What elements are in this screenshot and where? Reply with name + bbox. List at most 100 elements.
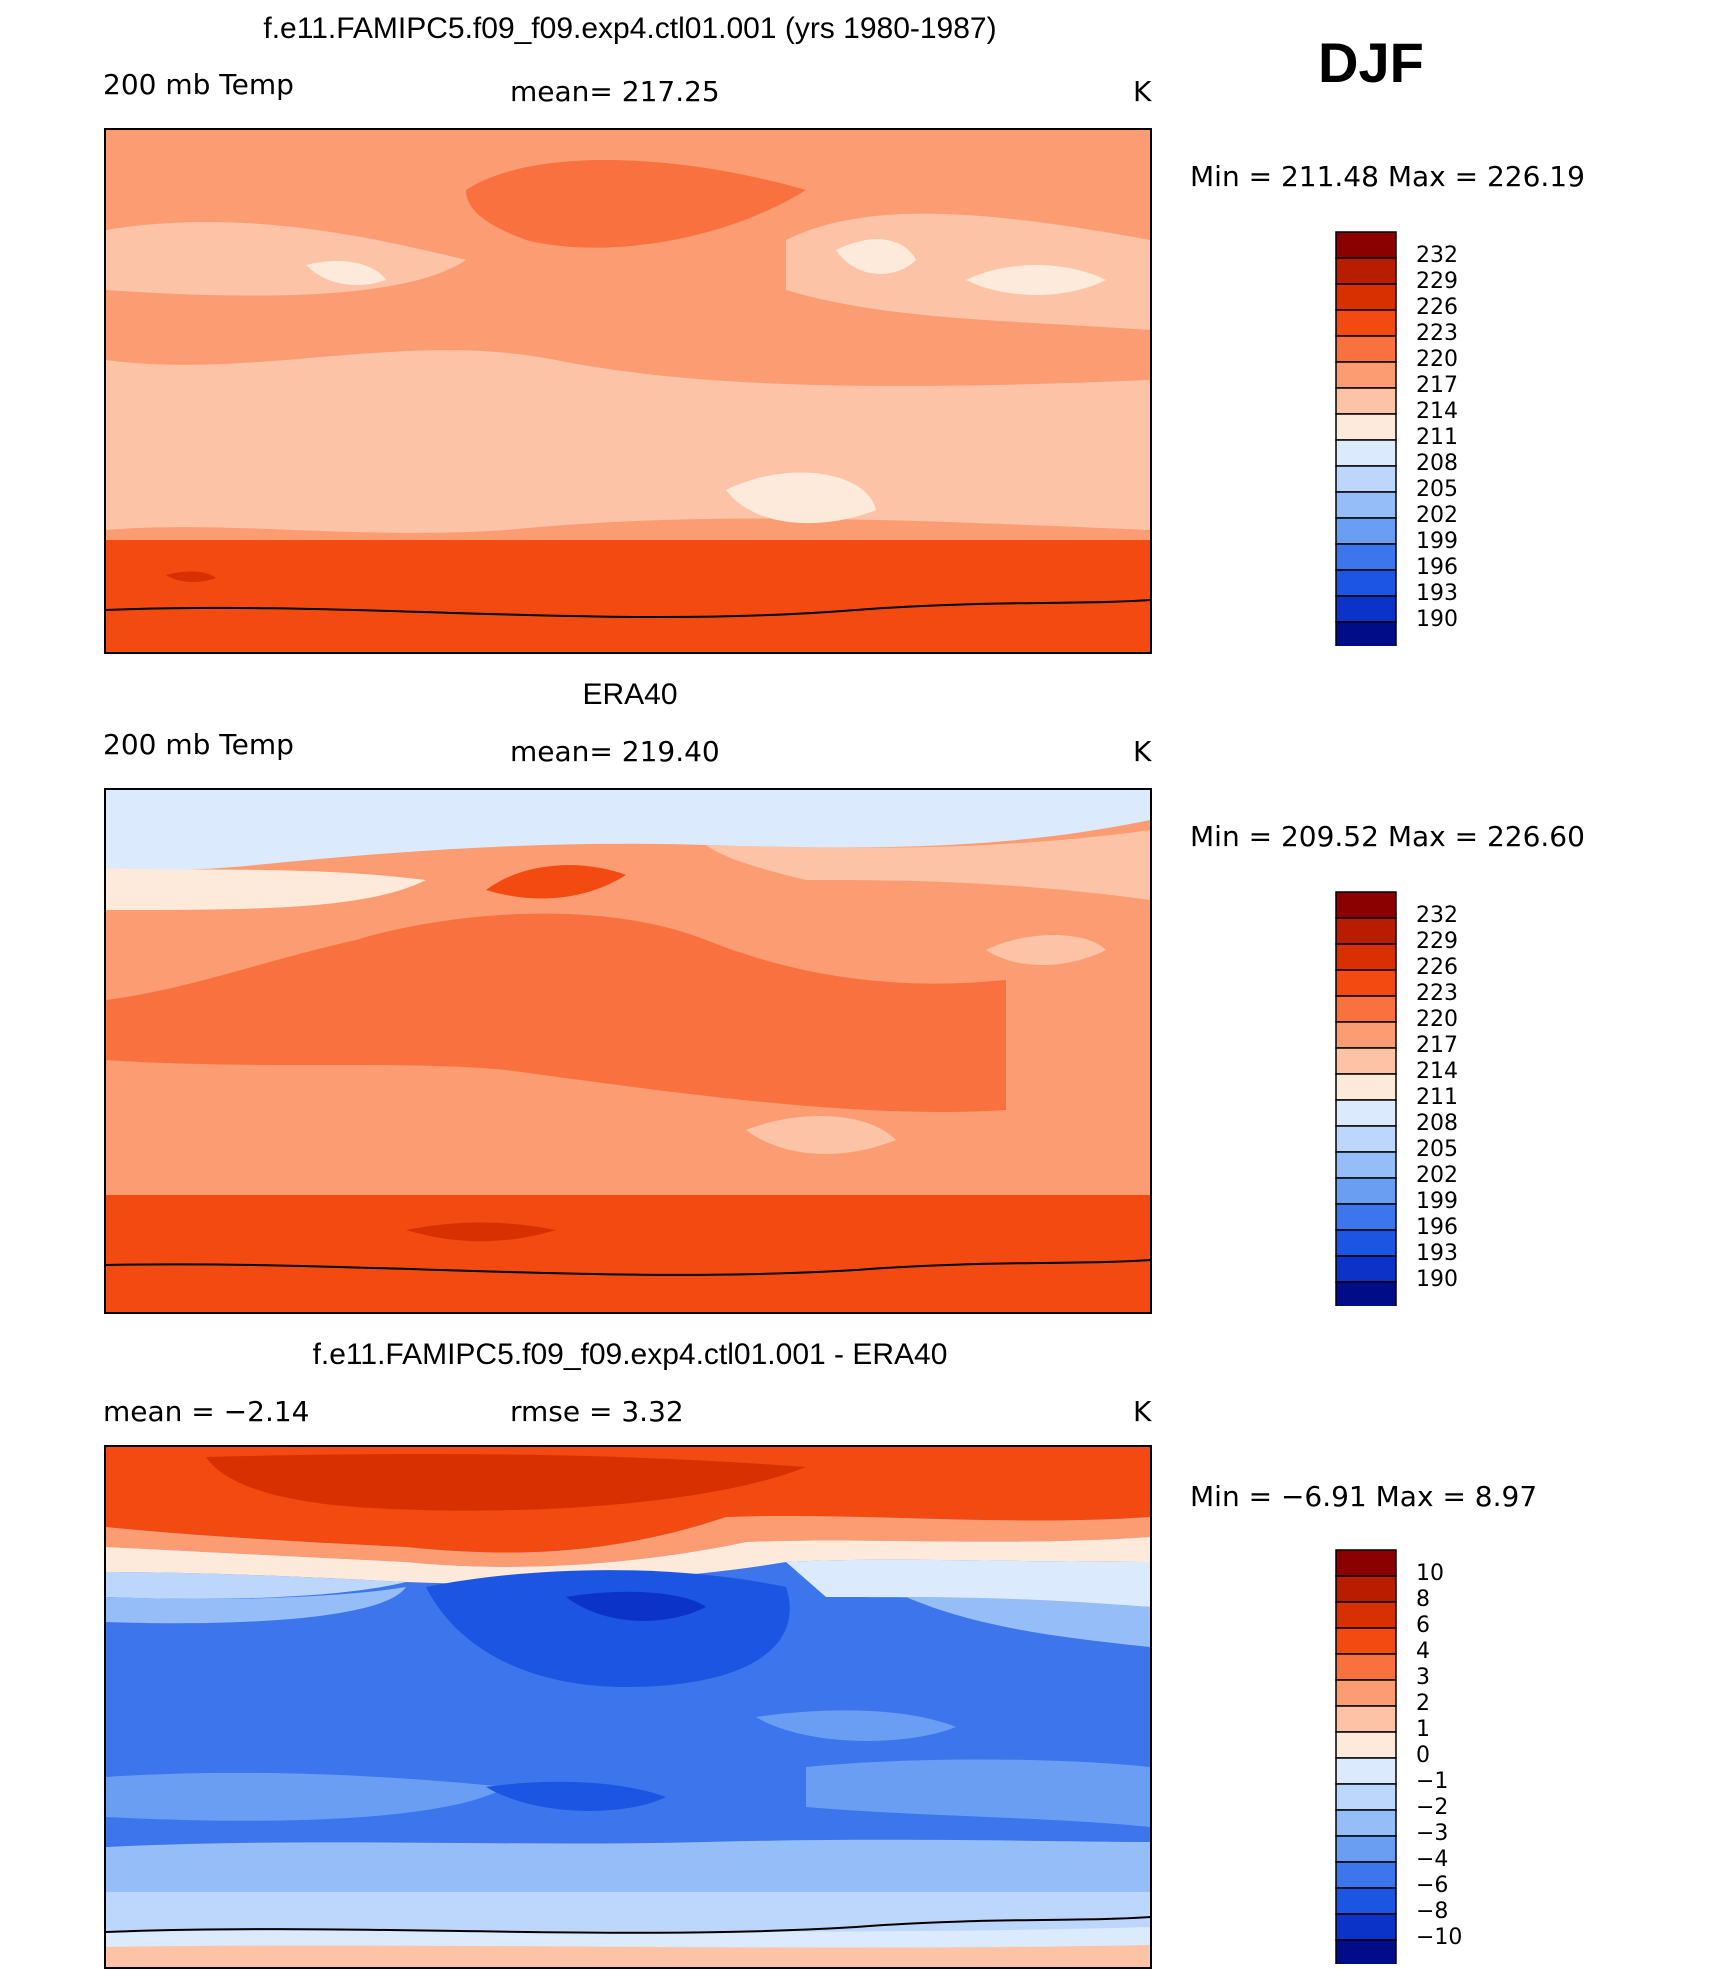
colorbar-swatch xyxy=(1335,1203,1397,1231)
colorbar-swatch xyxy=(1335,1255,1397,1283)
panel1-cb-label: 190 xyxy=(1416,607,1458,632)
colorbar-swatch xyxy=(1335,1047,1397,1075)
panel3-cb-label: 3 xyxy=(1416,1665,1430,1690)
colorbar-swatch xyxy=(1335,595,1397,623)
colorbar-swatch xyxy=(1335,309,1397,337)
colorbar-swatch xyxy=(1335,1125,1397,1153)
colorbar-swatch xyxy=(1335,891,1397,919)
colorbar-swatch xyxy=(1335,1757,1397,1785)
panel3-cb-label: −6 xyxy=(1416,1873,1449,1898)
panel3-rmse-label: rmse = 3.32 xyxy=(510,1395,684,1428)
colorbar-swatch xyxy=(1335,1549,1397,1577)
panel2-contour-field xyxy=(106,790,1150,1312)
colorbar-swatch xyxy=(1335,1913,1397,1941)
colorbar-swatch xyxy=(1335,1151,1397,1179)
panel3-minmax-label: Min = −6.91 Max = 8.97 xyxy=(1190,1480,1538,1513)
colorbar-swatch xyxy=(1335,335,1397,363)
colorbar-swatch xyxy=(1335,1809,1397,1837)
colorbar-swatch xyxy=(1335,995,1397,1023)
panel1-cb-label: 202 xyxy=(1416,503,1458,528)
colorbar-swatch xyxy=(1335,917,1397,945)
panel1-cb-label: 196 xyxy=(1416,555,1458,580)
panel1-colorbar-swatches xyxy=(1335,231,1397,649)
panel2-cb-label: 214 xyxy=(1416,1059,1458,1084)
colorbar-swatch xyxy=(1335,231,1397,259)
colorbar-swatch xyxy=(1335,1281,1397,1309)
colorbar-swatch xyxy=(1335,1835,1397,1863)
colorbar-swatch xyxy=(1335,517,1397,545)
panel1-title: f.e11.FAMIPC5.f09_f09.exp4.ctl01.001 (yr… xyxy=(263,12,997,45)
colorbar-swatch xyxy=(1335,387,1397,415)
panel3-unit-label: K xyxy=(1133,1395,1152,1428)
colorbar-swatch xyxy=(1335,1021,1397,1049)
panel1-cb-label: 208 xyxy=(1416,451,1458,476)
panel1-cb-label: 229 xyxy=(1416,269,1458,294)
panel1-colorbar xyxy=(1334,230,1398,651)
colorbar-swatch xyxy=(1335,1731,1397,1759)
colorbar-swatch xyxy=(1335,1861,1397,1889)
panel3-map xyxy=(104,1445,1152,1969)
panel2-cb-label: 199 xyxy=(1416,1189,1458,1214)
panel3-cb-label: −2 xyxy=(1416,1795,1449,1820)
panel2-cb-label: 208 xyxy=(1416,1111,1458,1136)
panel1-variable-label: 200 mb Temp xyxy=(103,68,294,101)
panel2-minmax-label: Min = 209.52 Max = 226.60 xyxy=(1190,820,1585,853)
panel3-cb-label: 1 xyxy=(1416,1717,1430,1742)
panel3-cb-label: 10 xyxy=(1416,1561,1444,1586)
colorbar-swatch xyxy=(1335,1939,1397,1967)
panel2-cb-label: 190 xyxy=(1416,1267,1458,1292)
colorbar-swatch xyxy=(1335,361,1397,389)
panel3-cb-label: −4 xyxy=(1416,1847,1449,1872)
panel1-mean-label: mean= 217.25 xyxy=(510,75,720,108)
colorbar-swatch xyxy=(1335,1783,1397,1811)
panel2-unit-label: K xyxy=(1133,735,1152,768)
panel3-contour-field xyxy=(106,1447,1150,1967)
colorbar-swatch xyxy=(1335,969,1397,997)
panel3-cb-label: −1 xyxy=(1416,1769,1449,1794)
panel1-cb-label: 193 xyxy=(1416,581,1458,606)
colorbar-swatch xyxy=(1335,1177,1397,1205)
panel2-cb-label: 226 xyxy=(1416,955,1458,980)
panel1-cb-label: 214 xyxy=(1416,399,1458,424)
colorbar-swatch xyxy=(1335,569,1397,597)
colorbar-swatch xyxy=(1335,283,1397,311)
colorbar-swatch xyxy=(1335,1575,1397,1603)
panel2-cb-label: 220 xyxy=(1416,1007,1458,1032)
colorbar-swatch xyxy=(1335,943,1397,971)
panel2-cb-label: 229 xyxy=(1416,929,1458,954)
panel3-colorbar xyxy=(1334,1548,1398,1969)
panel1-minmax-label: Min = 211.48 Max = 226.19 xyxy=(1190,160,1585,193)
colorbar-swatch xyxy=(1335,543,1397,571)
panel2-colorbar-swatches xyxy=(1335,891,1397,1309)
colorbar-swatch xyxy=(1335,257,1397,285)
panel1-cb-label: 223 xyxy=(1416,321,1458,346)
panel2-map xyxy=(104,788,1152,1314)
panel1-contour-field xyxy=(106,130,1150,652)
season-label: DJF xyxy=(1318,31,1424,94)
colorbar-swatch xyxy=(1335,1653,1397,1681)
panel2-cb-label: 193 xyxy=(1416,1241,1458,1266)
panel3-cb-label: −3 xyxy=(1416,1821,1449,1846)
panel3-cb-label: 8 xyxy=(1416,1587,1430,1612)
panel2-cb-label: 202 xyxy=(1416,1163,1458,1188)
colorbar-swatch xyxy=(1335,1601,1397,1629)
colorbar-swatch xyxy=(1335,1229,1397,1257)
panel1-unit-label: K xyxy=(1133,75,1152,108)
panel3-cb-label: 4 xyxy=(1416,1639,1430,1664)
panel3-mean-label: mean = −2.14 xyxy=(103,1395,310,1428)
panel2-colorbar xyxy=(1334,890,1398,1311)
colorbar-swatch xyxy=(1335,1099,1397,1127)
colorbar-swatch xyxy=(1335,491,1397,519)
panel3-cb-label: −8 xyxy=(1416,1899,1449,1924)
panel1-cb-label: 211 xyxy=(1416,425,1458,450)
panel1-cb-label: 232 xyxy=(1416,243,1458,268)
colorbar-swatch xyxy=(1335,413,1397,441)
panel2-cb-label: 232 xyxy=(1416,903,1458,928)
panel3-cb-label: −10 xyxy=(1416,1925,1463,1950)
panel3-colorbar-swatches xyxy=(1335,1549,1397,1967)
panel1-cb-label: 220 xyxy=(1416,347,1458,372)
panel2-cb-label: 211 xyxy=(1416,1085,1458,1110)
colorbar-swatch xyxy=(1335,1627,1397,1655)
panel3-cb-label: 2 xyxy=(1416,1691,1430,1716)
colorbar-swatch xyxy=(1335,621,1397,649)
